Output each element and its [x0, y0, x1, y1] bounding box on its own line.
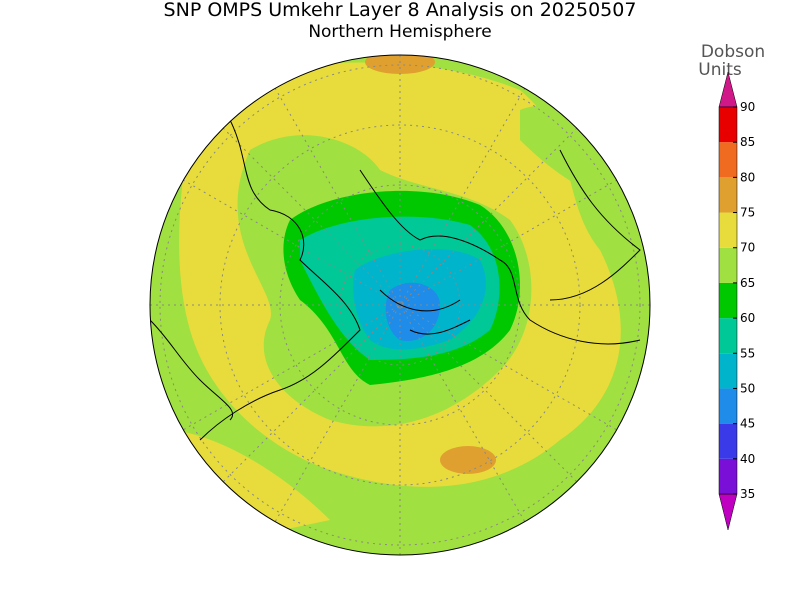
subtitle: Northern Hemisphere [308, 22, 491, 42]
colorbar-tick-label: 80 [740, 170, 755, 184]
colorbar-segment [719, 282, 737, 319]
colorbar-segment [719, 247, 737, 283]
colorbar-tick-label: 90 [740, 100, 755, 114]
colorbar-tick-label: 65 [740, 276, 755, 290]
colorbar-segment [719, 353, 737, 389]
colorbar-segment [719, 107, 737, 143]
colorbar-segment [719, 388, 737, 424]
colorbar-tick-label: 40 [740, 452, 755, 466]
colorbar-segment [719, 212, 737, 248]
colorbar: 35 40 45 50 55 60 65 70 75 80 85 90 [718, 71, 755, 531]
colorbar-segment [719, 177, 737, 213]
colorbar-label: Dobson [701, 42, 765, 62]
colorbar-tick-label: 45 [740, 417, 755, 431]
colorbar-segment [719, 318, 737, 354]
colorbar-tick-label: 70 [740, 241, 755, 255]
colorbar-segment [719, 142, 737, 178]
map-border [149, 54, 651, 556]
colorbar-tick-label: 55 [740, 346, 755, 360]
colorbar-tick-label: 85 [740, 135, 755, 149]
colorbar-tick-label: 50 [740, 381, 755, 395]
colorbar-tick-label: 35 [740, 487, 755, 501]
colorbar-tick-label: 60 [740, 311, 755, 325]
colorbar-frame [718, 106, 738, 495]
colorbar-tick-label: 75 [740, 206, 755, 220]
title: SNP OMPS Umkehr Layer 8 Analysis on 2025… [164, 0, 637, 21]
map [150, 55, 650, 555]
colorbar-segment [719, 458, 737, 494]
colorbar-label: Units [698, 60, 742, 80]
colorbar-segment [719, 423, 737, 459]
colorbar-under [718, 493, 738, 531]
